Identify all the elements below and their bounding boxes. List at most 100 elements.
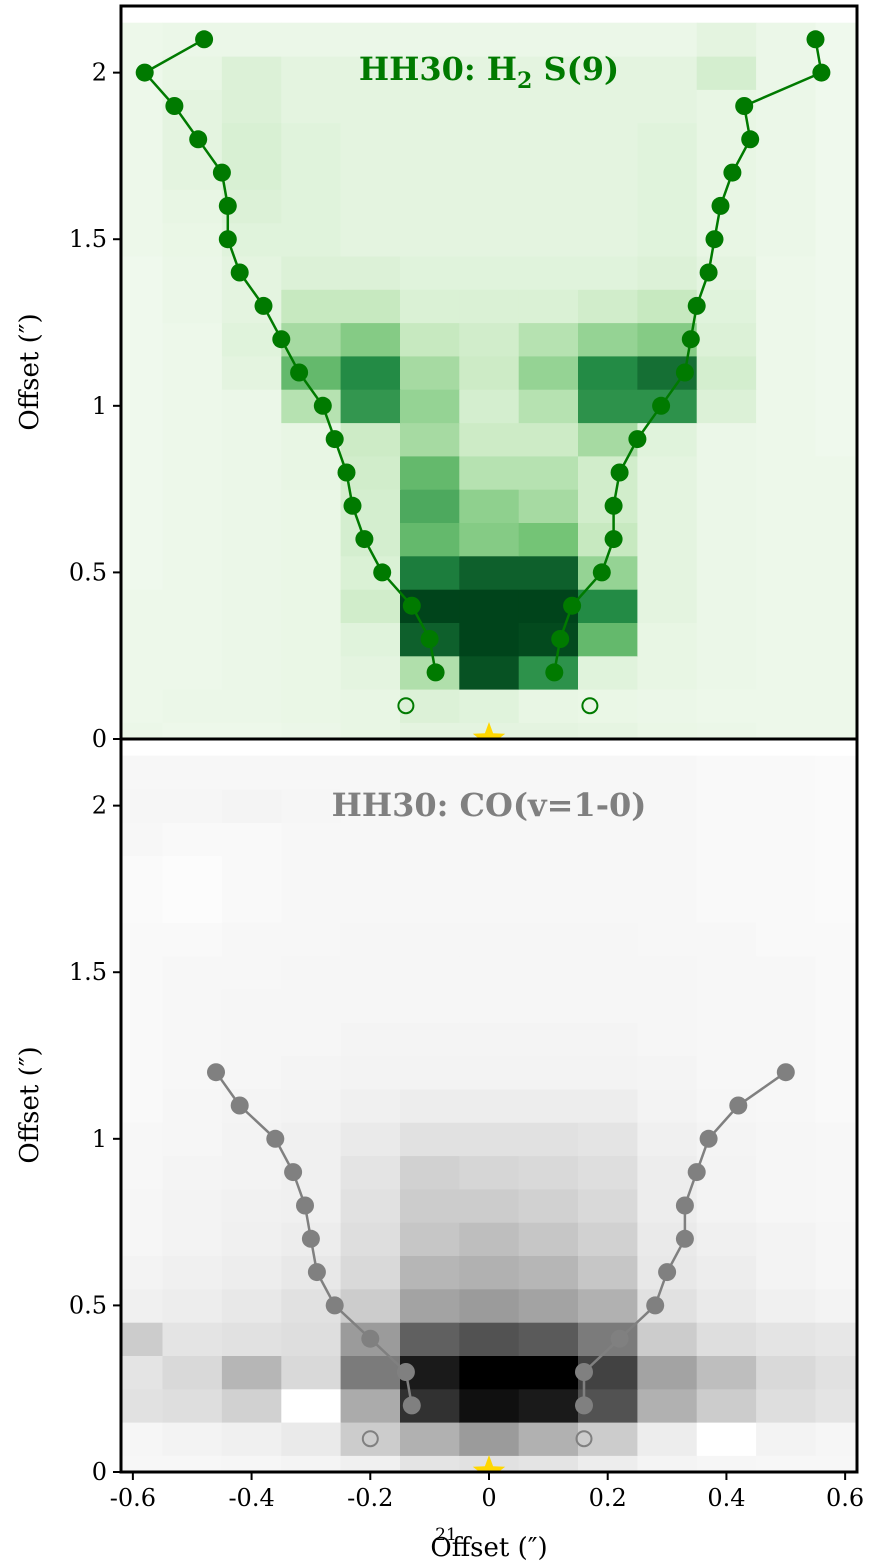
- heatmap-cell: [162, 1022, 223, 1057]
- data-point: [207, 1063, 225, 1082]
- heatmap-cell: [815, 1055, 857, 1090]
- heatmap-cell: [459, 1422, 520, 1456]
- heatmap-cell: [400, 1255, 460, 1290]
- heatmap-cell: [400, 1455, 460, 1472]
- heatmap-cell: [162, 1322, 223, 1356]
- heatmap-cell: [815, 1288, 857, 1323]
- heatmap-cell: [281, 689, 342, 723]
- heatmap-cell: [815, 755, 857, 790]
- heatmap-cell: [696, 422, 757, 457]
- heatmap-cell: [756, 888, 817, 923]
- heatmap-cell: [578, 1288, 638, 1323]
- open-marker: [581, 697, 599, 715]
- heatmap-cell: [221, 1288, 282, 1323]
- heatmap-cell: [578, 389, 638, 424]
- heatmap-cell: [518, 1455, 579, 1472]
- heatmap-cell: [637, 1055, 698, 1090]
- heatmap-cell: [518, 855, 579, 890]
- heatmap-cell: [578, 422, 638, 457]
- open-marker: [361, 1430, 379, 1448]
- heatmap-cell: [400, 1322, 460, 1356]
- heatmap-cell: [162, 189, 223, 224]
- heatmap-cell: [637, 1122, 698, 1157]
- heatmap-cell: [281, 289, 342, 324]
- heatmap-cell: [340, 988, 401, 1023]
- heatmap-cell: [459, 422, 520, 457]
- heatmap-cell: [340, 1388, 401, 1423]
- data-point: [551, 630, 570, 648]
- heatmap-cell: [637, 755, 698, 790]
- heatmap-cell: [637, 1422, 698, 1456]
- heatmap-cell: [637, 1022, 698, 1057]
- heatmap-cell: [578, 189, 638, 224]
- heatmap-cell: [281, 1422, 342, 1456]
- heatmap-cell: [459, 1155, 520, 1190]
- heatmap-cell: [815, 1088, 857, 1123]
- data-point: [230, 1096, 249, 1115]
- heatmap-cell: [815, 122, 857, 157]
- heatmap-cell: [578, 888, 638, 923]
- heatmap-cell: [518, 1388, 579, 1423]
- heatmap-cell: [815, 722, 857, 739]
- heatmap-cell: [518, 1288, 579, 1323]
- heatmap-cell: [121, 222, 164, 257]
- heatmap-cell: [221, 855, 282, 890]
- heatmap-cell: [518, 888, 579, 923]
- heatmap-cell: [696, 1222, 757, 1256]
- page-number: 21: [435, 1525, 457, 1545]
- heatmap-cell: [400, 1188, 460, 1223]
- heatmap-cell: [756, 922, 817, 957]
- heatmap-cell: [518, 155, 579, 190]
- heatmap-cell: [281, 1122, 342, 1157]
- heatmap-cell: [637, 655, 698, 690]
- heatmap-cell: [578, 1155, 638, 1190]
- heatmap-cell: [459, 988, 520, 1023]
- heatmap-cell: [400, 888, 460, 923]
- heatmap-cell: [637, 622, 698, 657]
- heatmap-cell: [696, 355, 757, 390]
- heatmap-cell: [121, 122, 164, 157]
- heatmap-cell: [121, 1422, 164, 1456]
- heatmap-cell: [756, 1122, 817, 1157]
- heatmap-cell: [121, 1322, 164, 1356]
- y-tick-label: 1: [92, 392, 107, 420]
- heatmap-cell: [696, 922, 757, 957]
- x-tick-label: -0.2: [347, 1484, 393, 1512]
- heatmap-cell: [696, 988, 757, 1023]
- heatmap-cell: [400, 722, 460, 739]
- heatmap-cell: [459, 922, 520, 957]
- heatmap-cell: [121, 189, 164, 224]
- heatmap-cell: [459, 189, 520, 224]
- heatmap-cell: [400, 1088, 460, 1123]
- data-point: [195, 30, 214, 49]
- heatmap-cell: [162, 489, 223, 523]
- heatmap-cell: [400, 89, 460, 124]
- heatmap-cell: [459, 56, 520, 90]
- heatmap-cell: [815, 988, 857, 1023]
- heatmap-cell: [162, 1288, 223, 1323]
- heatmap-cell: [340, 1422, 401, 1456]
- heatmap-cell: [815, 289, 857, 324]
- heatmap-cell: [756, 1022, 817, 1057]
- heatmap-cell: [400, 988, 460, 1023]
- heatmap-cell: [121, 155, 164, 190]
- data-point: [699, 1129, 718, 1148]
- data-point: [307, 1263, 326, 1282]
- heatmap-cell: [696, 1455, 757, 1472]
- heatmap-cell: [578, 289, 638, 324]
- heatmap-cell: [340, 122, 401, 157]
- heatmap-cell: [281, 56, 342, 90]
- data-point: [741, 130, 760, 149]
- heatmap-cell: [121, 489, 164, 523]
- heatmap-cell: [756, 222, 817, 257]
- heatmap-cell: [400, 1155, 460, 1190]
- heatmap-cell: [162, 722, 223, 739]
- heatmap-cell: [696, 722, 757, 739]
- x-tick-label: 0: [481, 1484, 496, 1512]
- heatmap-cell: [162, 222, 223, 257]
- data-point: [735, 97, 754, 115]
- heatmap-cell: [162, 1122, 223, 1157]
- heatmap-cell: [281, 855, 342, 890]
- heatmap-cell: [459, 22, 520, 57]
